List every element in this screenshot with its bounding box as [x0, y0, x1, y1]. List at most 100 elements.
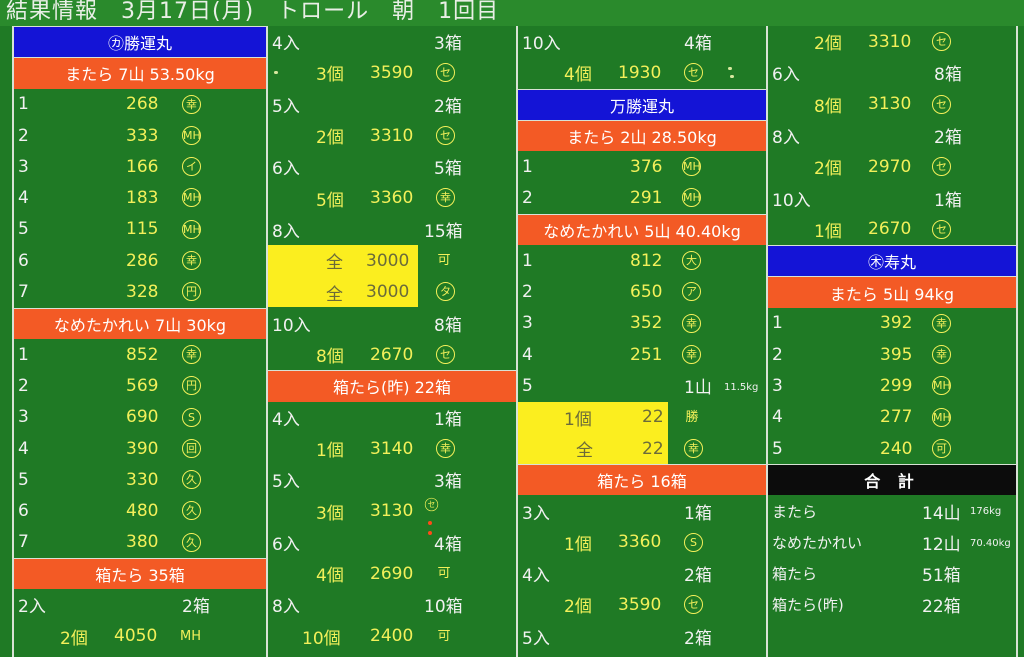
list-item: 4 277 MH: [768, 402, 1016, 433]
price: 2970: [868, 156, 912, 177]
section-madara: またら 5山 94kg: [768, 276, 1016, 308]
price: 251: [630, 344, 663, 365]
buyer-mark-icon: S: [182, 407, 201, 427]
list-item: 2個 4050 MH: [14, 621, 266, 652]
list-item: 4 251 幸: [518, 339, 766, 370]
all-label: 全: [576, 441, 593, 461]
price: 812: [630, 250, 663, 271]
section-hakotara: 箱たら 35箱: [14, 558, 266, 590]
total-label: 箱たら(昨): [772, 596, 844, 615]
list-item: 3 166 イ: [14, 151, 266, 182]
price: 3590: [370, 62, 414, 83]
madara-list: 1 376 MH 2 291 MH: [518, 151, 766, 214]
row-number: 3: [522, 313, 533, 334]
irisu-label: 6入: [772, 65, 800, 86]
price: 2690: [370, 563, 414, 584]
buyer-mark-icon: 大: [682, 251, 701, 271]
buyer-mark-icon: セ: [436, 63, 455, 83]
price: 390: [126, 438, 159, 459]
irisu-label: 10入: [772, 190, 811, 211]
irisu-label: 3入: [522, 503, 550, 524]
buyer-mark-icon: 幸: [182, 344, 201, 364]
list-item: 2 395 幸: [768, 339, 1016, 370]
row-number: 2: [522, 282, 533, 303]
buyer-mark-icon: 久: [182, 470, 201, 490]
list-item: 2 650 ア: [518, 276, 766, 307]
madara-list: 1 392 幸 2 395 幸 3 299 MH 4 277 MH 5 240 可: [768, 308, 1016, 464]
section-hakotara: 箱たら 16箱: [518, 464, 766, 496]
buyer-mark-icon: MH: [182, 188, 201, 208]
list-item: 1 852 幸: [14, 339, 266, 370]
box-count: 5箱: [434, 159, 462, 180]
row-number: 2: [522, 188, 533, 209]
price: 22: [642, 407, 664, 428]
row-number: 2: [18, 375, 29, 396]
buyer-mark-icon: MH: [682, 188, 701, 208]
row-number: 1: [18, 94, 29, 115]
total-row: 箱たら 51箱: [768, 558, 1016, 589]
boat-header-kachiunmaru: ㋕勝運丸: [14, 26, 266, 58]
row-number: 1: [522, 250, 533, 271]
price: 2670: [868, 219, 912, 240]
box-count: 4箱: [684, 34, 712, 55]
price: 569: [126, 375, 159, 396]
piece-count: 1個: [564, 409, 592, 430]
totals-list: またら 14山 176kg なめたかれい 12山 70.40kg 箱たら 51箱 箱たら(昨) 2…: [768, 495, 1016, 620]
price: 166: [126, 156, 159, 177]
total-row: 箱たら(昨) 22箱: [768, 589, 1016, 620]
buyer-mark-icon: 幸: [682, 313, 701, 333]
box-count: 3箱: [434, 472, 462, 493]
piece-count: 2個: [60, 628, 88, 649]
buyer-mark-icon: セ: [436, 125, 455, 145]
buyer-mark-icon: S: [684, 532, 703, 552]
buyer-mark-icon: タ: [436, 282, 455, 302]
row-number: 2: [772, 344, 783, 365]
price: 115: [126, 219, 159, 240]
section-madara: またら 2山 28.50kg: [518, 119, 766, 152]
price: 1930: [618, 62, 662, 83]
price: 3310: [370, 125, 414, 146]
irisu-label: 8入: [272, 597, 300, 618]
irisu-label: 2入: [18, 597, 46, 618]
piece-count: 1個: [814, 221, 842, 242]
price: 240: [880, 438, 913, 459]
piece-count: 2個: [316, 128, 344, 149]
price: 22: [642, 438, 664, 459]
price: 480: [126, 501, 159, 522]
results-board: ㋕勝運丸 またら 7山 53.50kg 1 268 幸 2 333 MH 3 166 イ 4 183…: [12, 26, 1018, 657]
madara-list: 1 268 幸 2 333 MH 3 166 イ 4 183 MH 5 115 MH 6 286 幸 7 328 円: [14, 89, 266, 308]
list-item: 1 392 幸: [768, 308, 1016, 339]
price: 376: [630, 156, 663, 177]
total-value: 22箱: [922, 597, 961, 618]
price: 2400: [370, 626, 414, 647]
list-item: 5 115 MH: [14, 214, 266, 245]
buyer-mark-icon: セ: [932, 219, 951, 239]
boat-header-kotobukimaru: ㊍寿丸: [768, 245, 1016, 277]
row-number: 3: [18, 407, 29, 428]
box-count: 1箱: [934, 190, 962, 211]
buyer-mark-icon: MH: [180, 628, 201, 644]
box-count: 8箱: [934, 65, 962, 86]
price: 277: [880, 407, 913, 428]
total-value: 12山: [922, 534, 961, 555]
irisu-label: 10入: [522, 34, 561, 55]
list-item: 1 268 幸: [14, 89, 266, 120]
total-header: 合 計: [768, 464, 1016, 496]
piece-count: 3個: [316, 503, 344, 524]
row-number: 2: [18, 125, 29, 146]
buyer-mark-icon: 幸: [932, 344, 951, 364]
box-count: 1箱: [434, 409, 462, 430]
buyer-mark-icon: ア: [682, 282, 701, 302]
section-madara: またら 7山 53.50kg: [14, 57, 266, 89]
box-count: 2箱: [434, 96, 462, 117]
boat-header-mankachiunmaru: 万勝運丸: [518, 88, 766, 120]
price: 392: [880, 313, 913, 334]
box-count: 1箱: [684, 503, 712, 524]
list-item: 5 330 久: [14, 464, 266, 495]
list-item: 1 376 MH: [518, 151, 766, 182]
total-weight: 176kg: [970, 506, 1002, 518]
buyer-mark-icon: セ: [684, 63, 703, 83]
total-value: 14山: [922, 503, 961, 524]
price: 3130: [868, 94, 912, 115]
total-weight: 70.40kg: [970, 537, 1011, 549]
